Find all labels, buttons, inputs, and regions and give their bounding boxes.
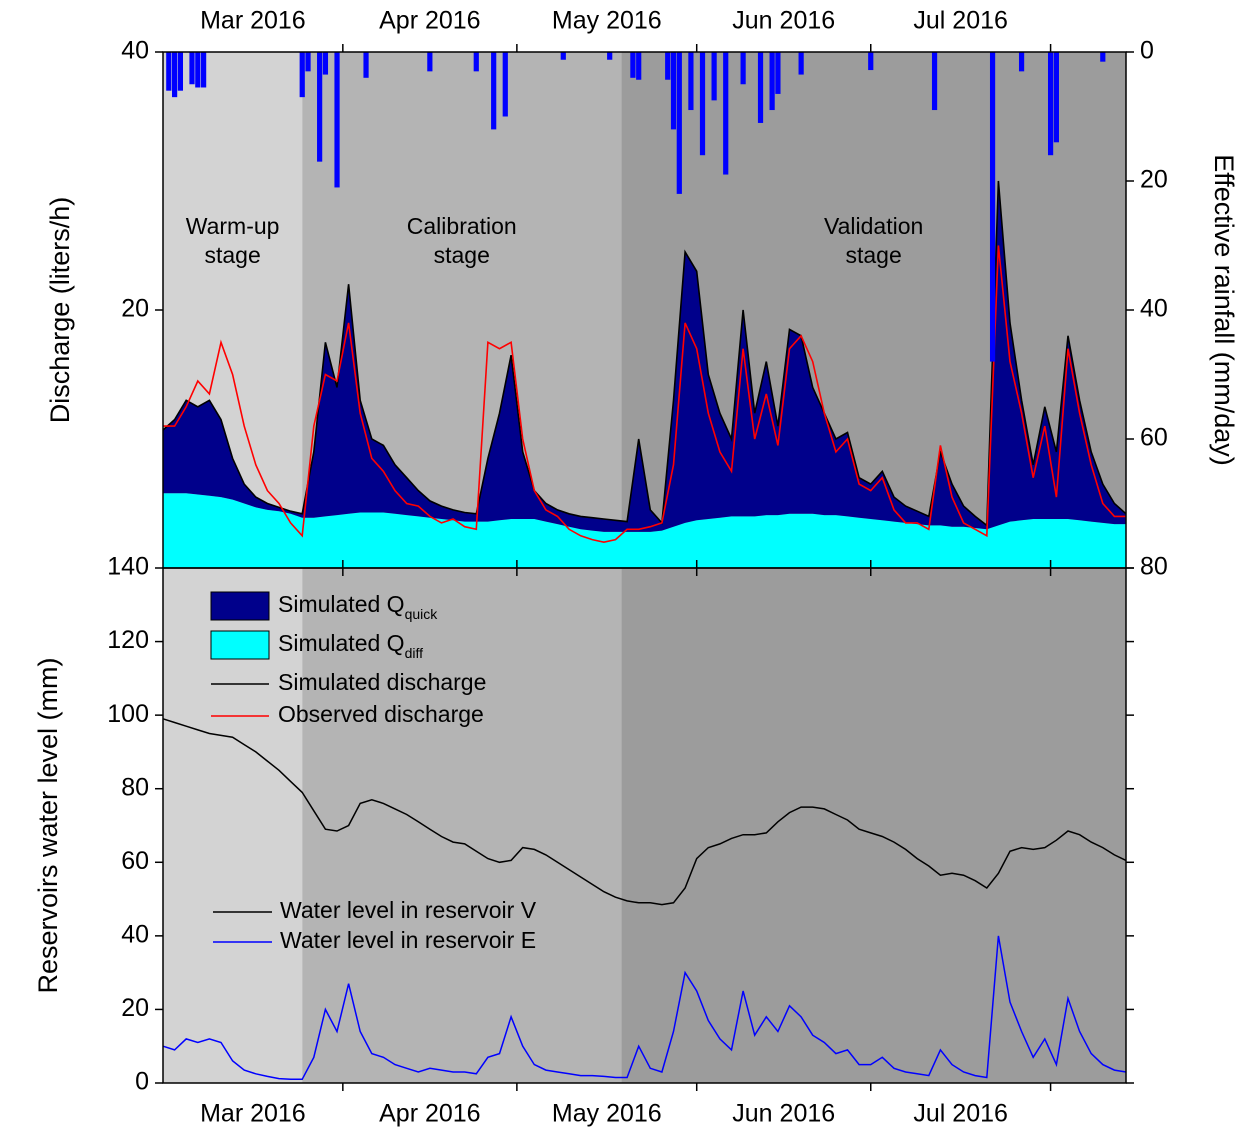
rain-bar xyxy=(711,52,717,101)
line xyxy=(163,245,1126,544)
y-tick-label: 20 xyxy=(121,295,149,323)
y2-tick-label: 20 xyxy=(1140,166,1168,194)
rain-bar xyxy=(775,52,781,94)
rain-bar xyxy=(363,52,369,78)
y2-axis-label: Effective rainfall (mm/day) xyxy=(1209,154,1239,466)
rain-bar xyxy=(688,52,694,111)
y-tick-label: 60 xyxy=(121,847,149,875)
rain-bar xyxy=(1100,52,1106,62)
legend-subscript: diff xyxy=(405,645,424,661)
legend-name: Simulated Q xyxy=(278,591,405,617)
rain-bar xyxy=(665,52,671,80)
stage-label: stage xyxy=(846,242,902,268)
rain-bar xyxy=(201,52,207,88)
rain-bar xyxy=(473,52,479,72)
rain-bar xyxy=(989,52,996,362)
legend-name: Simulated Q xyxy=(278,630,405,656)
rain-bar xyxy=(317,52,323,162)
rain-bar xyxy=(636,52,642,80)
line xyxy=(162,180,1127,527)
y-tick-label: 40 xyxy=(121,37,149,65)
rain-bar xyxy=(1018,52,1025,72)
rain-bar xyxy=(189,52,195,85)
y2-tick-label: 0 xyxy=(1140,37,1154,65)
rain-bar xyxy=(868,52,874,71)
legend-label: Water level in reservoir V xyxy=(280,897,537,923)
rain-bar xyxy=(798,52,804,75)
x-tick-label: May 2016 xyxy=(552,1100,662,1128)
legend-subscript: quick xyxy=(405,606,439,622)
y-tick-label: 40 xyxy=(121,920,149,948)
rain-bar xyxy=(491,52,497,130)
y-axis-label: Reservoirs water level (mm) xyxy=(33,657,63,993)
rain-bar xyxy=(670,52,677,130)
x-tick-label: Jul 2016 xyxy=(913,7,1008,35)
rain-bar xyxy=(740,52,746,85)
x-tick-label: May 2016 xyxy=(552,7,662,35)
rain-bar xyxy=(560,52,566,60)
x-tick-label: Jun 2016 xyxy=(732,7,835,35)
x-tick-label: Apr 2016 xyxy=(379,7,480,35)
rain-bar xyxy=(757,52,764,123)
legend-label: Simulated discharge xyxy=(278,669,486,695)
rain-bar xyxy=(427,52,433,72)
y2-tick-label: 80 xyxy=(1140,553,1168,581)
x-tick-label: Mar 2016 xyxy=(200,7,306,35)
rain-bar xyxy=(502,52,508,117)
x-tick-label: Mar 2016 xyxy=(200,1100,306,1128)
frame xyxy=(162,567,1127,1084)
rain-bar xyxy=(676,52,682,194)
stage-label: Validation xyxy=(824,213,923,239)
legend-label: Simulated Qdiff xyxy=(278,630,423,661)
rain-bar xyxy=(166,52,172,91)
y-tick-label: 120 xyxy=(107,626,149,654)
rain-bar xyxy=(334,52,340,188)
rain-bar xyxy=(305,52,311,72)
stage-label: stage xyxy=(204,242,260,268)
legend-label: Observed discharge xyxy=(278,701,484,727)
line xyxy=(162,718,1127,906)
x-tick-label: Apr 2016 xyxy=(379,1100,480,1128)
x-tick-label: Jul 2016 xyxy=(913,1100,1008,1128)
legend-name: Simulated discharge xyxy=(278,669,486,695)
legend-swatch xyxy=(210,630,270,660)
rain-bar xyxy=(630,52,636,78)
legend-label: Simulated Qquick xyxy=(278,591,438,622)
y-tick-label: 140 xyxy=(107,553,149,581)
legend-label: Water level in reservoir E xyxy=(280,927,536,953)
rain-bar xyxy=(1053,52,1059,143)
rain-bar xyxy=(172,52,178,98)
rain-bar xyxy=(699,52,706,156)
rain-bar xyxy=(723,52,729,175)
y2-tick-label: 40 xyxy=(1140,295,1168,323)
y-tick-label: 0 xyxy=(135,1068,149,1096)
rain-bar xyxy=(195,52,201,88)
x-tick-label: Jun 2016 xyxy=(732,1100,835,1128)
y-tick-label: 100 xyxy=(107,700,149,728)
rain-bar xyxy=(607,52,613,60)
y2-tick-label: 60 xyxy=(1140,424,1168,452)
legend-swatch xyxy=(210,591,270,621)
area xyxy=(163,493,1126,568)
stage-label: stage xyxy=(434,242,490,268)
rain-bar xyxy=(299,52,305,98)
rain-bar xyxy=(931,52,938,111)
y-axis-label: Discharge (liters/h) xyxy=(45,197,75,424)
stage-label: Calibration xyxy=(407,213,517,239)
legend-name: Observed discharge xyxy=(278,701,484,727)
y-tick-label: 80 xyxy=(121,773,149,801)
rain-bar xyxy=(177,52,184,91)
y-tick-label: 20 xyxy=(121,994,149,1022)
rain-bar xyxy=(769,52,775,111)
rain-bar xyxy=(322,52,329,75)
stage-label: Warm-up xyxy=(186,213,280,239)
rain-bar xyxy=(1047,52,1054,156)
line xyxy=(162,935,1127,1081)
